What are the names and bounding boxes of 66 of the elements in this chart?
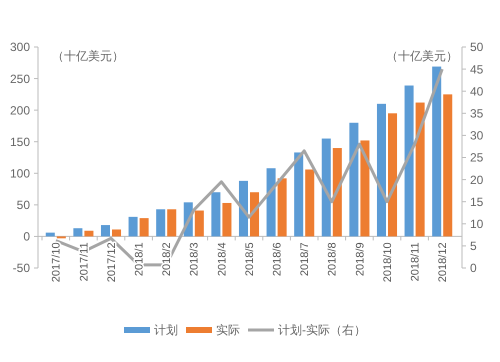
bar	[432, 66, 442, 236]
bar	[222, 202, 232, 236]
y-tick-label: 0	[23, 230, 30, 244]
y2-tick-label: 20	[470, 172, 484, 187]
x-tick-label: 2018/9	[354, 242, 366, 276]
bar	[112, 229, 122, 236]
x-tick-label: 2018/12	[437, 242, 450, 282]
x-tick-label: 2018/1	[133, 242, 146, 276]
y-tick-label: 100	[10, 166, 30, 180]
x-tick-label: 2018/7	[299, 242, 312, 276]
y2-tick-label: 10	[470, 217, 484, 231]
y2-tick-label: 5	[470, 239, 477, 254]
bar	[416, 102, 425, 236]
y-tick-label: 150	[10, 134, 30, 149]
legend-label: 计划	[154, 323, 178, 338]
bar	[294, 152, 304, 236]
y-tick-label: 250	[10, 72, 30, 86]
bar	[332, 148, 342, 236]
bar	[305, 169, 314, 236]
bar	[404, 86, 414, 236]
y2-tick-label: 30	[470, 128, 484, 143]
bar	[322, 138, 331, 236]
x-tick-label: 2018/8	[326, 242, 339, 276]
bar	[140, 218, 149, 236]
y2-axis-title: （十亿美元）	[386, 49, 458, 63]
x-tick-label: 2018/4	[216, 242, 228, 276]
bar	[266, 168, 276, 236]
bar	[73, 228, 82, 236]
bar	[100, 225, 110, 236]
bar	[167, 209, 176, 236]
y-tick-label: 50	[16, 198, 30, 212]
x-tick-label: 2017/12	[106, 242, 118, 282]
y-tick-label: 300	[10, 40, 30, 54]
y2-tick-label: 0	[470, 261, 477, 276]
x-tick-label: 2018/10	[382, 242, 394, 282]
bar	[46, 232, 55, 236]
y2-tick-label: 25	[470, 150, 484, 165]
y2-tick-label: 35	[470, 106, 484, 120]
y-tick-label: 200	[10, 103, 30, 118]
bar	[128, 216, 138, 236]
x-tick-label: 2018/5	[244, 242, 256, 276]
bar	[238, 180, 248, 236]
y-tick-label: -50	[12, 261, 30, 276]
bar	[194, 210, 204, 236]
bar	[443, 94, 452, 236]
bar	[360, 140, 370, 236]
y2-tick-label: 45	[470, 62, 484, 76]
x-tick-label: 2018/3	[188, 242, 201, 276]
x-tick-label: 2018/2	[161, 242, 174, 276]
bar	[388, 113, 398, 236]
x-tick-label: 2018/6	[271, 242, 284, 276]
y-axis-title: （十亿美元）	[52, 49, 124, 63]
y2-tick-label: 15	[470, 194, 484, 209]
y2-tick-label: 50	[470, 40, 484, 54]
legend-label: 实际	[216, 323, 240, 338]
x-tick-label: 2017/11	[78, 242, 90, 282]
x-tick-label: 2017/10	[50, 242, 63, 282]
x-tick-label: 2018/11	[409, 242, 422, 282]
bar	[278, 178, 287, 236]
legend-label: 计划-实际（右）	[278, 323, 366, 338]
bar	[84, 230, 94, 236]
bar	[211, 192, 220, 236]
bar	[156, 209, 166, 236]
y2-tick-label: 40	[470, 84, 484, 98]
bar	[349, 122, 358, 236]
bar	[376, 104, 386, 236]
